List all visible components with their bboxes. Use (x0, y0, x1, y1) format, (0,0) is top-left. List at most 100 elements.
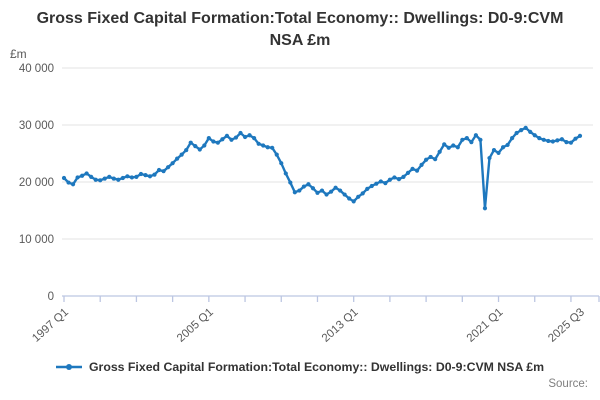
data-point-marker[interactable] (451, 143, 456, 148)
data-point-marker[interactable] (482, 206, 488, 211)
data-point-marker[interactable] (505, 142, 510, 148)
data-point-marker[interactable] (292, 190, 297, 195)
data-point-marker[interactable] (577, 133, 583, 138)
data-point-marker[interactable] (129, 175, 134, 180)
data-point-marker[interactable] (573, 136, 578, 141)
data-point-marker[interactable] (478, 137, 483, 142)
data-point-marker[interactable] (500, 145, 506, 150)
data-point-marker[interactable] (206, 136, 211, 141)
data-point-marker[interactable] (460, 137, 465, 142)
data-point-marker[interactable] (365, 186, 370, 191)
data-point-marker[interactable] (61, 175, 67, 181)
data-point-marker[interactable] (242, 134, 248, 140)
data-point-marker[interactable] (256, 141, 261, 146)
data-point-marker[interactable] (156, 167, 162, 173)
data-point-marker[interactable] (564, 140, 569, 145)
data-point-marker[interactable] (301, 184, 306, 189)
data-point-marker[interactable] (215, 140, 220, 145)
data-point-marker[interactable] (111, 176, 116, 181)
data-point-marker[interactable] (338, 188, 343, 193)
data-point-marker[interactable] (107, 174, 112, 179)
series-line[interactable] (62, 126, 582, 210)
data-point-marker[interactable] (102, 176, 107, 181)
data-point-marker[interactable] (310, 186, 316, 191)
data-point-marker[interactable] (224, 133, 230, 138)
data-point-marker[interactable] (437, 149, 442, 154)
data-point-marker[interactable] (265, 145, 270, 150)
data-point-marker[interactable] (374, 181, 379, 186)
data-point-marker[interactable] (378, 179, 383, 184)
data-point-marker[interactable] (514, 130, 519, 136)
data-point-marker[interactable] (175, 156, 180, 161)
data-point-marker[interactable] (401, 174, 406, 179)
data-point-marker[interactable] (306, 182, 311, 187)
data-point-marker[interactable] (405, 170, 411, 175)
data-point-marker[interactable] (491, 147, 497, 153)
data-point-marker[interactable] (496, 150, 501, 156)
data-point-marker[interactable] (143, 173, 148, 178)
data-point-marker[interactable] (170, 161, 175, 166)
data-point-marker[interactable] (98, 178, 103, 183)
data-point-marker[interactable] (274, 152, 279, 157)
data-point-marker[interactable] (134, 174, 139, 179)
data-point-marker[interactable] (360, 191, 365, 196)
data-point-marker[interactable] (138, 171, 144, 177)
data-point-marker[interactable] (347, 196, 352, 201)
data-point-marker[interactable] (80, 173, 85, 178)
legend-item[interactable]: Gross Fixed Capital Formation:Total Econ… (0, 360, 600, 374)
data-point-marker[interactable] (523, 125, 528, 130)
data-point-marker[interactable] (247, 133, 252, 138)
data-point-marker[interactable] (120, 175, 125, 181)
data-point-marker[interactable] (428, 154, 433, 160)
data-point-marker[interactable] (392, 175, 397, 180)
data-point-marker[interactable] (519, 128, 524, 133)
data-point-marker[interactable] (75, 175, 80, 180)
data-point-marker[interactable] (333, 185, 338, 190)
data-point-marker[interactable] (559, 137, 564, 142)
data-point-marker[interactable] (528, 129, 533, 134)
data-point-marker[interactable] (541, 137, 546, 142)
data-point-marker[interactable] (283, 171, 288, 176)
data-point-marker[interactable] (414, 168, 420, 173)
data-point-marker[interactable] (487, 155, 492, 161)
data-point-marker[interactable] (261, 143, 266, 148)
data-point-marker[interactable] (233, 135, 239, 140)
data-point-marker[interactable] (166, 165, 171, 170)
data-point-marker[interactable] (211, 139, 216, 144)
data-point-marker[interactable] (419, 162, 424, 167)
data-point-marker[interactable] (279, 161, 284, 166)
data-point-marker[interactable] (84, 171, 89, 176)
data-point-marker[interactable] (464, 136, 469, 141)
data-point-marker[interactable] (89, 174, 94, 179)
data-point-marker[interactable] (510, 136, 515, 141)
data-point-marker[interactable] (328, 189, 334, 194)
data-point-marker[interactable] (351, 199, 356, 204)
data-point-marker[interactable] (568, 140, 574, 145)
data-point-marker[interactable] (270, 145, 275, 150)
data-point-marker[interactable] (383, 181, 388, 186)
data-point-marker[interactable] (161, 169, 166, 174)
data-point-marker[interactable] (179, 152, 184, 157)
data-point-marker[interactable] (455, 145, 460, 150)
data-point-marker[interactable] (193, 143, 198, 149)
data-point-marker[interactable] (550, 139, 555, 144)
data-point-marker[interactable] (396, 177, 402, 182)
data-point-marker[interactable] (555, 138, 560, 143)
data-point-marker[interactable] (70, 182, 76, 187)
data-point-marker[interactable] (342, 192, 347, 197)
data-point-marker[interactable] (433, 157, 438, 162)
data-point-marker[interactable] (220, 137, 225, 142)
data-point-marker[interactable] (446, 145, 451, 150)
data-point-marker[interactable] (184, 147, 189, 153)
data-point-marker[interactable] (202, 143, 207, 148)
data-point-marker[interactable] (252, 136, 257, 141)
data-point-marker[interactable] (116, 177, 121, 182)
data-point-marker[interactable] (356, 194, 361, 199)
data-point-marker[interactable] (288, 180, 293, 185)
data-point-marker[interactable] (152, 172, 157, 177)
data-point-marker[interactable] (532, 133, 537, 138)
data-point-marker[interactable] (473, 133, 478, 138)
data-point-marker[interactable] (238, 130, 243, 136)
data-point-marker[interactable] (410, 166, 415, 171)
data-point-marker[interactable] (297, 188, 302, 193)
